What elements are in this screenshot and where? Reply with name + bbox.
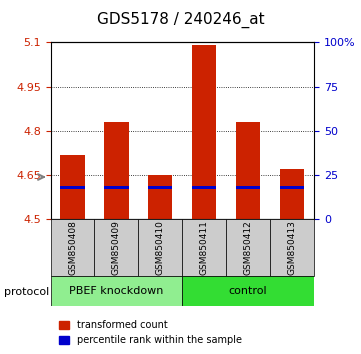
FancyBboxPatch shape bbox=[51, 276, 182, 306]
FancyBboxPatch shape bbox=[182, 276, 314, 306]
Text: GSM850409: GSM850409 bbox=[112, 220, 121, 275]
FancyBboxPatch shape bbox=[51, 219, 95, 276]
Text: GDS5178 / 240246_at: GDS5178 / 240246_at bbox=[97, 12, 264, 28]
Bar bbox=[192, 45, 216, 219]
Bar bbox=[60, 185, 84, 189]
Bar bbox=[104, 185, 129, 189]
Bar bbox=[280, 169, 304, 219]
Text: PBEF knockdown: PBEF knockdown bbox=[69, 286, 164, 296]
Bar bbox=[60, 155, 84, 219]
FancyBboxPatch shape bbox=[270, 219, 314, 276]
Text: GSM850411: GSM850411 bbox=[200, 220, 209, 275]
Text: GSM850412: GSM850412 bbox=[244, 221, 253, 275]
Bar bbox=[148, 185, 173, 189]
FancyBboxPatch shape bbox=[95, 219, 138, 276]
FancyBboxPatch shape bbox=[138, 219, 182, 276]
Text: control: control bbox=[229, 286, 268, 296]
Bar bbox=[236, 122, 260, 219]
Text: protocol: protocol bbox=[4, 287, 49, 297]
Legend: transformed count, percentile rank within the sample: transformed count, percentile rank withi… bbox=[55, 316, 246, 349]
Bar bbox=[104, 122, 129, 219]
Bar bbox=[192, 185, 216, 189]
Bar bbox=[148, 175, 173, 219]
FancyBboxPatch shape bbox=[226, 219, 270, 276]
Text: GSM850410: GSM850410 bbox=[156, 220, 165, 275]
FancyBboxPatch shape bbox=[182, 219, 226, 276]
Text: GSM850408: GSM850408 bbox=[68, 220, 77, 275]
Text: GSM850413: GSM850413 bbox=[288, 220, 297, 275]
Bar bbox=[236, 185, 260, 189]
Bar bbox=[280, 185, 304, 189]
